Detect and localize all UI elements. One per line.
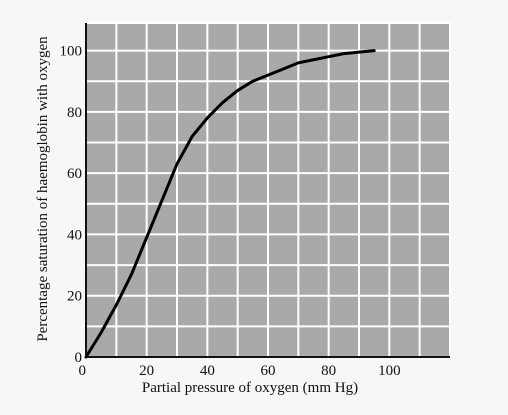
x-tick-label-80: 80 — [321, 363, 336, 379]
y-tick-label-80: 80 — [67, 105, 82, 121]
x-tick-label-100: 100 — [378, 363, 401, 379]
y-tick-label-40: 40 — [67, 227, 82, 243]
y-tick-label-20: 20 — [67, 289, 82, 305]
x-tick-label-20: 20 — [139, 363, 154, 379]
y-tick-label-0: 0 — [75, 350, 83, 366]
axes — [85, 23, 450, 358]
grid-lines — [85, 22, 451, 358]
x-tick-label-40: 40 — [200, 363, 215, 379]
x-axis-label: Partial pressure of oxygen (mm Hg) — [142, 380, 358, 396]
y-tick-label-100: 100 — [60, 44, 83, 60]
y-axis-label: Percentage saturation of haemoglobin wit… — [35, 36, 51, 342]
y-tick-label-60: 60 — [67, 166, 82, 182]
x-tick-label-60: 60 — [261, 363, 276, 379]
y-tick-labels: 0 20 40 60 80 100 — [60, 44, 83, 366]
x-tick-labels: 0 20 40 60 80 100 — [79, 363, 401, 379]
curve-layer — [84, 49, 376, 359]
x-tick-label-0: 0 — [79, 363, 87, 379]
oxygen-saturation-curve — [84, 49, 376, 359]
